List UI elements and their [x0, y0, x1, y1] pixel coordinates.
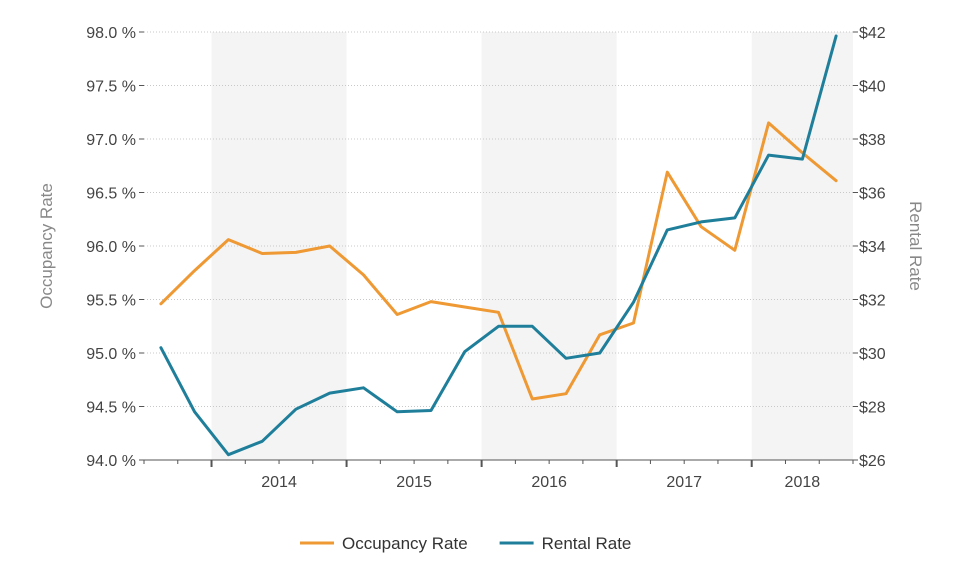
legend: Occupancy Rate Rental Rate — [300, 534, 631, 553]
y-right-tick-label: $40 — [859, 79, 886, 96]
x-tick-label: 2015 — [396, 474, 432, 491]
y-left-tick-label: 98.0 % — [86, 25, 136, 42]
y-right-tick-label: $26 — [859, 453, 886, 470]
x-tick-label: 2016 — [531, 474, 567, 491]
y-axis-right-title: Rental Rate — [906, 201, 925, 291]
x-axis: 2014 2015 2016 2017 2018 — [143, 459, 854, 491]
x-tick-label: 2014 — [261, 474, 297, 491]
legend-label: Rental Rate — [542, 534, 632, 553]
x-tick-label: 2017 — [666, 474, 702, 491]
y-right-tick-label: $28 — [859, 400, 886, 417]
y-left-tick-label: 94.5 % — [86, 400, 136, 417]
y-right-tick-label: $34 — [859, 239, 886, 256]
y-axis-right: $26 $28 $30 $32 $34 $36 $38 $40 $42 — [853, 25, 886, 470]
y-left-tick-label: 97.5 % — [86, 79, 136, 96]
y-left-tick-label: 96.5 % — [86, 186, 136, 203]
y-right-tick-label: $32 — [859, 293, 886, 310]
legend-item-occupancy-rate: Occupancy Rate — [300, 534, 468, 553]
y-right-tick-label: $38 — [859, 132, 886, 149]
series-line-rental-rate — [159, 34, 838, 457]
y-right-tick-label: $36 — [859, 186, 886, 203]
legend-label: Occupancy Rate — [342, 534, 468, 553]
y-axis-left: 94.0 % 94.5 % 95.0 % 95.5 % 96.0 % 96.5 % 97.0… — [86, 25, 144, 470]
y-axis-left-title: Occupancy Rate — [37, 183, 56, 309]
y-right-tick-label: $42 — [859, 25, 886, 42]
y-right-tick-label: $30 — [859, 346, 886, 363]
series-lines — [159, 34, 838, 457]
y-left-tick-label: 96.0 % — [86, 239, 136, 256]
y-left-tick-label: 97.0 % — [86, 132, 136, 149]
y-left-tick-label: 94.0 % — [86, 453, 136, 470]
y-left-tick-label: 95.0 % — [86, 346, 136, 363]
series-line-occupancy-rate — [159, 121, 838, 401]
legend-item-rental-rate: Rental Rate — [499, 534, 632, 553]
x-tick-label: 2018 — [785, 474, 821, 491]
y-left-tick-label: 95.5 % — [86, 293, 136, 310]
gridlines — [144, 31, 853, 407]
